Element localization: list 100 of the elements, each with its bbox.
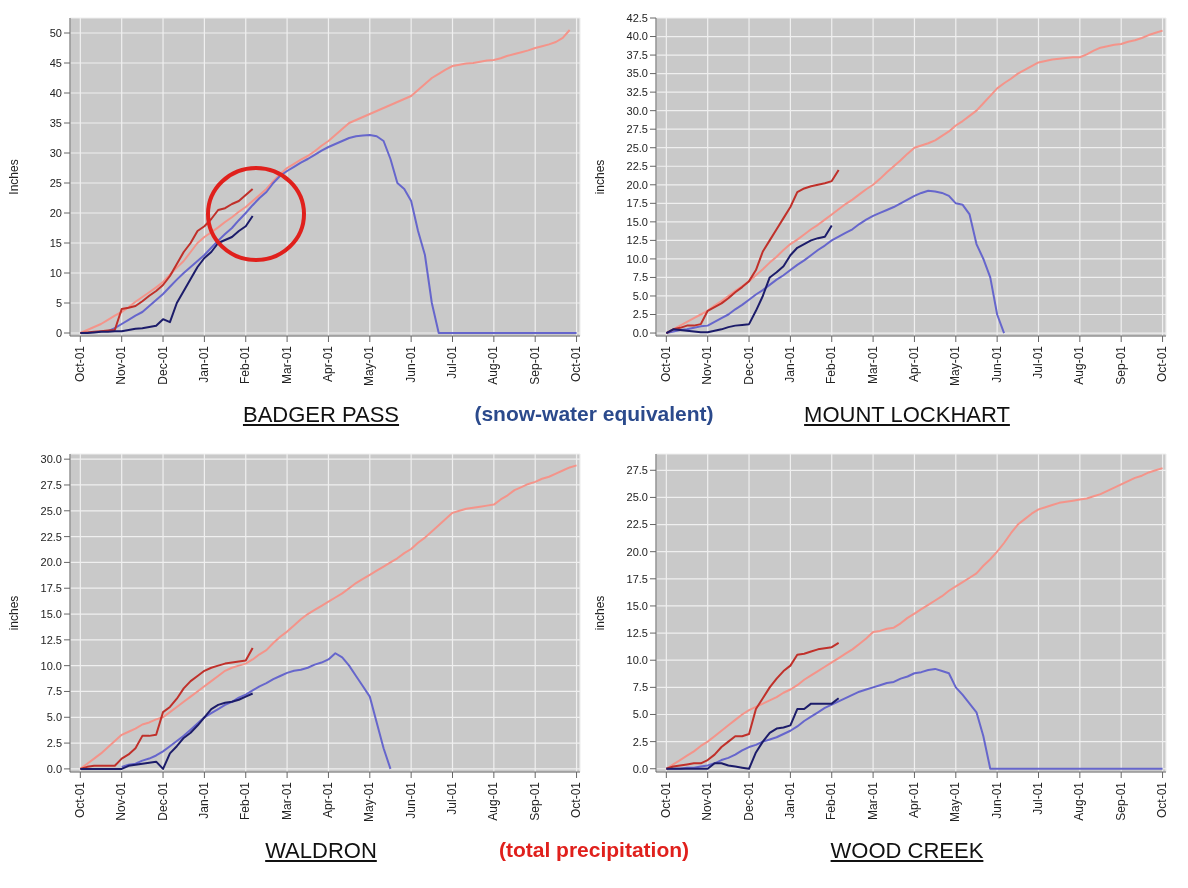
text: (snow-water equivalent) <box>473 402 715 426</box>
y-tick-label: 25.0 <box>626 141 648 154</box>
y-tick-label: 12.5 <box>626 626 648 639</box>
x-tick-label: Apr-01 <box>906 781 921 819</box>
y-tick-label: 15.0 <box>626 215 648 228</box>
y-tick-label: 35.0 <box>626 67 648 80</box>
y-tick-label: 17.5 <box>626 572 648 585</box>
y-axis-title: inches <box>593 159 608 195</box>
x-tick-label: Dec-01 <box>741 345 756 385</box>
x-tick-label: Apr-01 <box>320 781 335 819</box>
x-tick-label: Aug-01 <box>486 345 501 385</box>
y-tick-label: 25.0 <box>40 504 62 517</box>
y-tick-label: 12.5 <box>626 234 648 247</box>
x-tick-label: Sep-01 <box>527 781 542 821</box>
x-tick-label: Jan-01 <box>196 345 211 383</box>
x-tick-label: Dec-01 <box>741 781 756 821</box>
y-tick-label: 15 <box>49 236 62 249</box>
x-tick-label: Mar-01 <box>865 345 880 385</box>
y-tick-label: 27.5 <box>626 464 648 477</box>
x-tick-label: Feb-01 <box>824 345 839 385</box>
y-tick-label: 30.0 <box>626 104 648 117</box>
x-tick-label: Jun-01 <box>403 345 418 383</box>
y-tick-label: 25.0 <box>626 491 648 504</box>
y-tick-label: 17.5 <box>626 197 648 210</box>
x-tick-label: Mar-01 <box>279 781 294 821</box>
y-tick-label: 7.5 <box>46 685 62 698</box>
x-tick-label: Nov-01 <box>700 781 715 821</box>
x-tick-label: Feb-01 <box>238 345 253 385</box>
x-tick-label: Mar-01 <box>279 345 294 385</box>
line-series <box>665 224 833 335</box>
x-tick-label: May-01 <box>362 781 377 823</box>
y-tick-label: 0.0 <box>632 326 648 339</box>
x-tick-label: Jul-01 <box>445 781 460 815</box>
y-tick-label: 25 <box>49 176 62 189</box>
x-tick-label: May-01 <box>362 345 377 387</box>
x-tick-label: Nov-01 <box>114 345 129 385</box>
x-tick-label: Jun-01 <box>989 345 1004 383</box>
line-series <box>120 652 392 770</box>
x-tick-label: Jun-01 <box>989 781 1004 819</box>
y-tick-label: 40.0 <box>626 30 648 43</box>
x-tick-label: Oct-01 <box>1155 781 1170 819</box>
y-tick-label: 30.0 <box>40 453 62 466</box>
line-series <box>665 467 1164 770</box>
x-tick-label: Oct-01 <box>569 345 584 383</box>
line-series <box>79 29 571 334</box>
line-series <box>665 697 840 770</box>
x-tick-label: Feb-01 <box>238 781 253 821</box>
y-tick-label: 22.5 <box>40 530 62 543</box>
y-axis-title: inches <box>593 595 608 631</box>
y-tick-label: 27.5 <box>626 123 648 136</box>
x-tick-label: Aug-01 <box>1072 345 1087 385</box>
y-axis-title: Inches <box>7 159 22 195</box>
x-tick-label: Sep-01 <box>1113 345 1128 385</box>
text: (total precipitation) <box>497 838 691 862</box>
x-tick-label: Oct-01 <box>72 781 87 819</box>
y-tick-label: 0 <box>55 326 62 339</box>
y-axis-title: inches <box>7 595 22 631</box>
y-tick-label: 30 <box>49 146 62 159</box>
text: WOOD CREEK <box>830 838 984 863</box>
x-tick-label: Jul-01 <box>445 345 460 379</box>
y-tick-label: 15.0 <box>40 607 62 620</box>
y-tick-label: 5.0 <box>46 711 62 724</box>
y-tick-label: 20.0 <box>40 556 62 569</box>
x-tick-label: Jan-01 <box>196 781 211 819</box>
x-tick-label: May-01 <box>948 781 963 823</box>
y-tick-label: 5.0 <box>632 708 648 721</box>
y-tick-label: 10.0 <box>626 252 648 265</box>
text: WALDRON <box>265 838 377 863</box>
x-tick-label: Apr-01 <box>320 345 335 383</box>
y-tick-label: 2.5 <box>632 308 648 321</box>
y-tick-label: 50 <box>49 26 62 39</box>
x-tick-label: Dec-01 <box>155 781 170 821</box>
y-tick-label: 15.0 <box>626 599 648 612</box>
x-tick-label: Feb-01 <box>824 781 839 821</box>
x-tick-label: Mar-01 <box>865 781 880 821</box>
x-tick-label: Aug-01 <box>1072 781 1087 821</box>
x-tick-label: Jul-01 <box>1031 781 1046 815</box>
x-tick-label: Sep-01 <box>527 345 542 385</box>
x-tick-label: Oct-01 <box>658 781 673 819</box>
x-tick-label: Nov-01 <box>700 345 715 385</box>
text: MOUNT LOCKHART <box>804 402 1010 427</box>
y-tick-label: 2.5 <box>46 737 62 749</box>
y-tick-label: 5.0 <box>632 289 648 302</box>
y-tick-label: 42.5 <box>626 11 648 24</box>
x-tick-label: Oct-01 <box>1155 345 1170 383</box>
y-tick-label: 7.5 <box>632 681 648 694</box>
x-tick-label: Jul-01 <box>1031 345 1046 379</box>
y-tick-label: 37.5 <box>626 48 648 61</box>
y-tick-label: 17.5 <box>40 582 62 595</box>
y-tick-label: 2.5 <box>632 735 648 748</box>
y-tick-label: 45 <box>49 56 62 69</box>
x-tick-label: Oct-01 <box>72 345 87 383</box>
x-tick-label: Apr-01 <box>906 345 921 383</box>
line-series <box>665 189 1006 335</box>
y-tick-label: 35 <box>49 116 62 129</box>
x-tick-label: Aug-01 <box>486 781 501 821</box>
y-tick-label: 10 <box>49 266 62 279</box>
y-tick-label: 7.5 <box>632 271 648 284</box>
x-tick-label: Oct-01 <box>658 345 673 383</box>
x-tick-label: Nov-01 <box>114 781 129 821</box>
